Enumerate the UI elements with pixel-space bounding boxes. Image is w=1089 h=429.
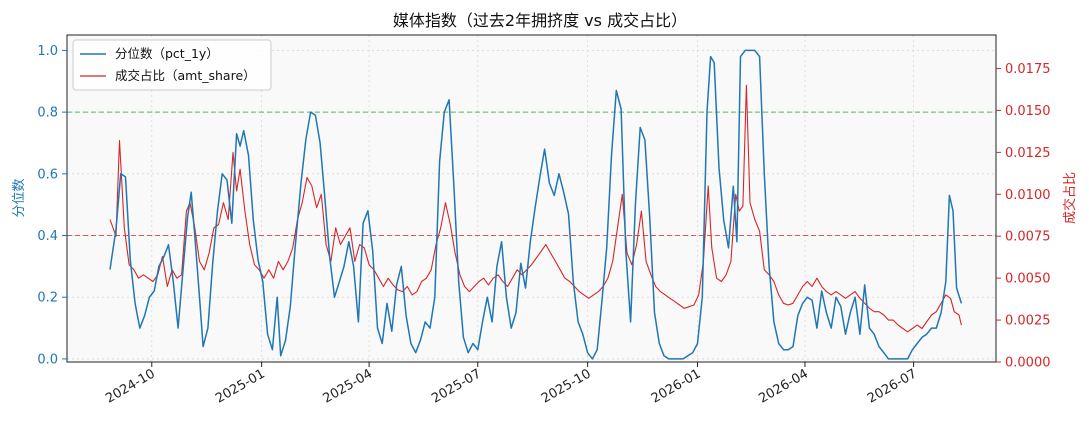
- y-left-tick-label-1: 0.2: [37, 291, 58, 306]
- y-right-tick-label-1: 0.0025: [1005, 314, 1051, 329]
- y-axis-label-right: 成交占比: [1062, 172, 1078, 224]
- y-left-tick-label-0: 0.0: [37, 352, 58, 367]
- x-tick-label-3: 2025-07: [429, 366, 484, 406]
- y-right-tick-label-4: 0.0100: [1005, 188, 1051, 203]
- x-tick-label-6: 2026-04: [756, 366, 811, 406]
- y-right-tick-label-6: 0.0150: [1005, 104, 1051, 119]
- y-right-tick-label-5: 0.0125: [1005, 146, 1051, 161]
- legend-label-pct: 分位数（pct_1y）: [115, 46, 219, 61]
- y-left-tick-label-2: 0.4: [37, 229, 58, 244]
- chart-title: 媒体指数（过去2年拥挤度 vs 成交占比）: [393, 11, 687, 30]
- y-axis-label-left: 分位数: [12, 178, 27, 217]
- y-right-tick-label-0: 0.0000: [1005, 356, 1051, 371]
- y-left-tick-label-5: 1.0: [37, 44, 58, 59]
- x-tick-label-4: 2025-10: [539, 366, 594, 406]
- x-tick-label-5: 2026-01: [649, 366, 704, 406]
- y-right-tick-label-3: 0.0075: [1005, 230, 1051, 245]
- y-right-tick-label-7: 0.0175: [1005, 62, 1051, 77]
- series-line-amt: [109, 84, 962, 333]
- series-line-pct: [109, 49, 963, 360]
- series-layer: [109, 49, 963, 360]
- y-right-tick-label-2: 0.0050: [1005, 272, 1051, 287]
- legend-box: [72, 39, 272, 91]
- x-tick-label-1: 2025-01: [213, 366, 268, 406]
- legend-label-amt: 成交占比（amt_share）: [115, 68, 256, 83]
- x-tick-label-7: 2026-07: [865, 366, 920, 406]
- legend: 分位数（pct_1y） 成交占比（amt_share）: [72, 39, 272, 91]
- x-tick-label-0: 2024-10: [103, 366, 158, 406]
- x-tick-label-2: 2025-04: [321, 366, 376, 406]
- y-left-tick-label-3: 0.6: [37, 167, 58, 182]
- plot-frame: [66, 34, 997, 363]
- y-left-tick-label-4: 0.8: [37, 106, 58, 121]
